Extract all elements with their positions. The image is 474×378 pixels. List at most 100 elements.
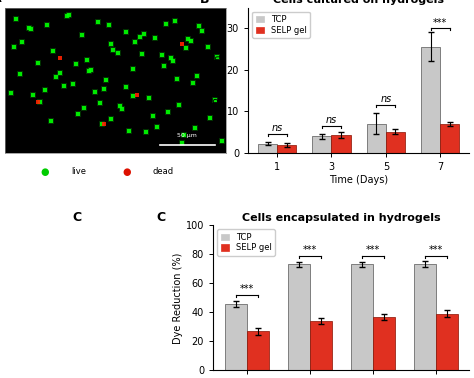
Point	[178, 139, 185, 146]
Y-axis label: Dye Reduction (%): Dye Reduction (%)	[214, 34, 224, 126]
Point	[52, 74, 59, 80]
Point	[145, 94, 152, 101]
Text: ●: ●	[40, 167, 49, 177]
Point	[163, 20, 170, 26]
Point	[118, 106, 126, 112]
Point	[140, 31, 148, 37]
Point	[100, 86, 108, 92]
Point	[30, 91, 37, 98]
Text: ***: ***	[433, 18, 447, 28]
Text: ***: ***	[428, 245, 443, 255]
Point	[52, 74, 59, 80]
Point	[167, 55, 174, 61]
Point	[160, 63, 168, 69]
Point	[36, 99, 44, 105]
Point	[123, 84, 130, 90]
Text: ***: ***	[240, 284, 254, 294]
Text: ns: ns	[380, 94, 392, 104]
Point	[125, 128, 132, 134]
Point	[91, 89, 99, 95]
Bar	[367, 124, 386, 153]
Point	[109, 46, 117, 53]
Bar	[247, 331, 269, 370]
Point	[103, 77, 110, 83]
Point	[138, 51, 146, 57]
Bar	[436, 314, 457, 370]
Point	[218, 138, 225, 144]
Text: ***: ***	[302, 245, 317, 255]
Point	[83, 57, 91, 63]
Point	[61, 83, 68, 89]
Title: Cells encapsulated in hydrogels: Cells encapsulated in hydrogels	[242, 213, 440, 223]
Point	[34, 60, 42, 66]
Point	[129, 65, 137, 71]
Point	[94, 19, 101, 25]
Point	[163, 20, 170, 26]
Text: live: live	[71, 167, 86, 176]
Point	[85, 68, 92, 74]
Point	[27, 26, 35, 33]
Point	[50, 48, 57, 54]
Point	[34, 99, 42, 105]
Point	[74, 110, 82, 116]
Point	[129, 93, 137, 99]
Text: 50 μm: 50 μm	[177, 133, 197, 138]
Point	[12, 16, 19, 22]
Point	[180, 132, 188, 138]
Point	[36, 99, 44, 105]
Point	[50, 48, 57, 54]
Point	[96, 100, 104, 106]
Point	[143, 129, 150, 135]
Point	[98, 121, 106, 127]
Point	[138, 51, 146, 57]
Point	[10, 44, 18, 50]
Point	[196, 23, 203, 29]
Point	[187, 38, 194, 44]
Text: A: A	[0, 0, 1, 5]
Point	[196, 23, 203, 29]
Text: C: C	[72, 211, 82, 224]
Text: ***: ***	[365, 245, 380, 255]
Bar	[373, 317, 395, 370]
Bar	[386, 132, 405, 153]
Point	[123, 29, 130, 35]
Point	[184, 36, 192, 42]
Point	[211, 98, 219, 104]
Point	[56, 70, 64, 76]
Point	[167, 55, 174, 61]
Point	[18, 39, 26, 45]
Point	[211, 98, 219, 104]
Point	[154, 124, 161, 130]
Point	[193, 73, 201, 79]
Point	[81, 105, 88, 111]
Point	[34, 60, 42, 66]
Point	[94, 19, 101, 25]
Point	[193, 73, 201, 79]
Point	[78, 32, 86, 38]
Point	[160, 63, 168, 69]
Point	[25, 25, 33, 31]
Text: ns: ns	[272, 123, 283, 133]
Bar	[413, 264, 436, 370]
Point	[98, 121, 106, 127]
Point	[17, 71, 24, 77]
Text: ns: ns	[326, 115, 337, 125]
Point	[136, 34, 144, 40]
Point	[184, 36, 192, 42]
Point	[105, 22, 112, 28]
Point	[129, 93, 137, 99]
Point	[134, 91, 141, 98]
Legend: TCP, SELP gel: TCP, SELP gel	[217, 229, 275, 256]
Point	[96, 100, 104, 106]
Bar	[312, 136, 331, 153]
Bar	[421, 47, 440, 153]
Legend: TCP, SELP gel: TCP, SELP gel	[252, 12, 310, 38]
Point	[91, 89, 99, 95]
Bar	[258, 144, 277, 153]
Point	[136, 34, 144, 40]
Text: ●: ●	[122, 167, 131, 177]
Point	[123, 84, 130, 90]
Point	[149, 113, 157, 119]
Point	[151, 35, 159, 41]
Point	[143, 129, 150, 135]
